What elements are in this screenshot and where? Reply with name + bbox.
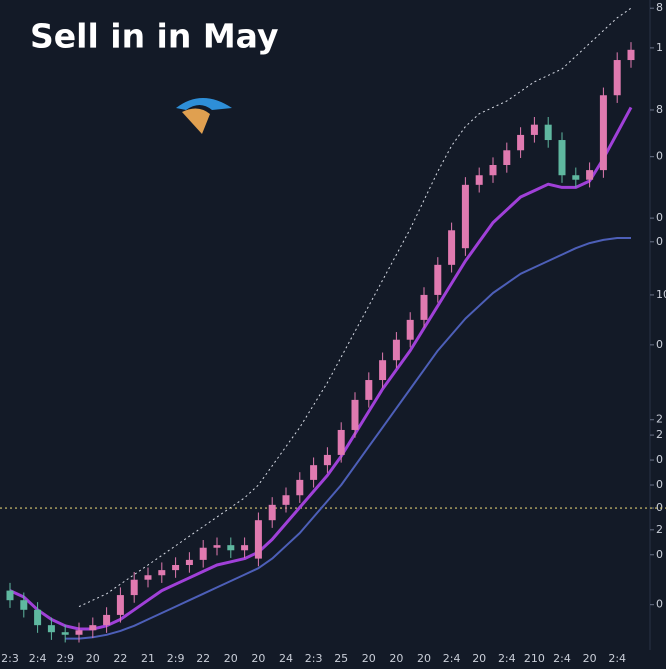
candle-body — [89, 625, 97, 631]
candle-body — [282, 495, 290, 505]
candle-body — [572, 175, 580, 180]
candle-body — [627, 49, 635, 61]
candle-body — [392, 339, 400, 361]
x-tick-label: 20 — [389, 652, 403, 665]
candle-body — [310, 465, 318, 480]
candle-body — [199, 547, 207, 560]
candle-body — [475, 175, 483, 185]
candle-body — [144, 575, 152, 580]
x-tick-label: 2:3 — [305, 652, 323, 665]
y-tick-label: 0 — [656, 338, 663, 351]
y-tick-label: 0 — [656, 548, 663, 561]
y-tick-label: 0 — [656, 598, 663, 611]
candle-body — [461, 184, 469, 249]
candle-body — [558, 140, 566, 176]
candle-body — [503, 150, 511, 165]
y-tick-label: 8 — [656, 1, 663, 14]
candle-body — [379, 360, 387, 381]
candle-body — [34, 609, 42, 626]
x-tick-label: 20 — [251, 652, 265, 665]
y-tick-label: 0 — [656, 150, 663, 163]
x-tick-label: 20 — [86, 652, 100, 665]
candle-body — [61, 632, 69, 635]
candle-body — [185, 559, 193, 565]
x-tick-label: 20 — [362, 652, 376, 665]
x-tick-label: 210 — [524, 652, 545, 665]
y-tick-label: 0 — [656, 453, 663, 466]
candle-body — [434, 264, 442, 295]
indicator-line — [9, 106, 633, 631]
y-tick-label: 2 — [656, 523, 663, 536]
candle-body — [47, 625, 55, 633]
candle-body — [241, 545, 249, 551]
x-tick-label: 2:4 — [553, 652, 571, 665]
x-tick-label: 20 — [472, 652, 486, 665]
candle-body — [586, 170, 594, 180]
x-tick-label: 25 — [334, 652, 348, 665]
candle-body — [103, 614, 111, 626]
y-tick-label: 10 — [656, 288, 666, 301]
candle-body — [613, 60, 621, 96]
x-tick-label: 2:4 — [608, 652, 626, 665]
candle-body — [268, 504, 276, 521]
x-tick-label: 2:9 — [167, 652, 185, 665]
candle-body — [420, 294, 428, 320]
candle-body — [530, 124, 538, 135]
candle-body — [75, 630, 83, 635]
candle-body — [6, 590, 14, 601]
candle-body — [337, 429, 345, 455]
x-tick-label: 22 — [196, 652, 210, 665]
x-tick-label: 2:9 — [56, 652, 74, 665]
logo-shape — [182, 108, 210, 134]
y-tick-label: 0 — [656, 501, 663, 514]
x-tick-label: 21 — [141, 652, 155, 665]
candle-body — [116, 595, 124, 615]
x-tick-label: 2:4 — [29, 652, 47, 665]
x-tick-label: 24 — [279, 652, 293, 665]
candle-body — [544, 124, 552, 141]
candle-body — [323, 454, 331, 466]
x-tick-label: 2:4 — [443, 652, 461, 665]
y-tick-label: 1 — [656, 41, 663, 54]
y-tick-label: 8 — [656, 103, 663, 116]
candle-body — [130, 579, 138, 596]
y-tick-label: 0 — [656, 235, 663, 248]
candle-body — [227, 545, 235, 551]
candle-body — [296, 479, 304, 496]
logo-arc — [176, 98, 232, 110]
candle-body — [599, 95, 607, 171]
y-tick-label: 2 — [656, 413, 663, 426]
x-tick-label: 2:4 — [498, 652, 516, 665]
candle-body — [254, 520, 262, 559]
candle-body — [365, 380, 373, 400]
indicator-line — [65, 237, 631, 640]
candle-body — [172, 565, 180, 571]
candle-body — [213, 545, 221, 548]
x-tick-label: 22 — [113, 652, 127, 665]
y-tick-label: 0 — [656, 478, 663, 491]
y-tick-label: 0 — [656, 211, 663, 224]
candle-body — [351, 399, 359, 430]
x-tick-label: 20 — [417, 652, 431, 665]
chart-title: Sell in in May — [30, 17, 278, 56]
y-tick-label: 2 — [656, 428, 663, 441]
candle-body — [489, 165, 497, 176]
logo — [176, 98, 232, 134]
candle-body — [448, 230, 456, 265]
x-tick-label: 2:3 — [1, 652, 19, 665]
candle-body — [20, 600, 28, 610]
candle-body — [517, 134, 525, 151]
candle-body — [158, 570, 166, 576]
x-tick-label: 20 — [224, 652, 238, 665]
x-tick-label: 20 — [583, 652, 597, 665]
candle-body — [406, 319, 414, 340]
